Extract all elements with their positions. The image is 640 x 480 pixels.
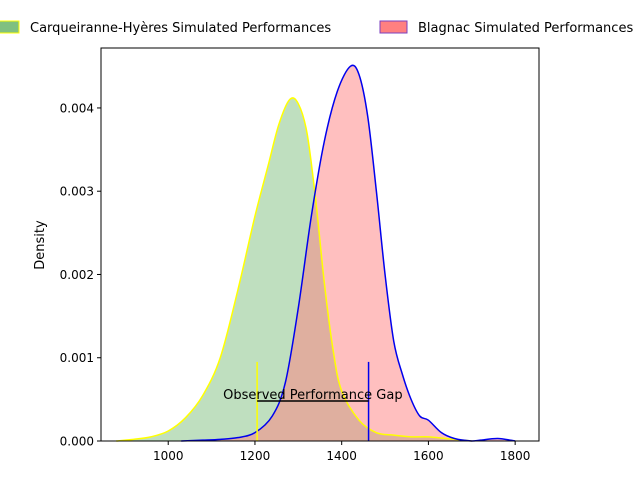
x-axis: 1000 1200 1400 1600 1800 <box>153 441 530 463</box>
density-area-carqueiranne <box>116 97 472 442</box>
density-fills <box>116 65 516 442</box>
legend-swatch-blagnac <box>379 20 408 34</box>
y-axis-label: Density <box>33 220 48 270</box>
x-tick-label: 1000 <box>153 449 184 463</box>
x-tick-label: 1800 <box>500 449 531 463</box>
legend-swatch-carqueiranne <box>0 20 20 34</box>
density-area-blagnac <box>181 65 516 441</box>
gap-annotation-label: Observed Performance Gap <box>223 388 402 403</box>
density-line-blagnac <box>181 64 516 442</box>
legend-label-carqueiranne: Carqueiranne-Hyères Simulated Performanc… <box>30 21 331 36</box>
x-tick-label: 1400 <box>326 449 357 463</box>
performance-gap-annotation: Observed Performance Gap <box>223 361 403 441</box>
y-tick-label: 0.001 <box>60 351 94 365</box>
plot-area-frame <box>100 47 540 442</box>
y-tick-label: 0.004 <box>60 101 94 115</box>
y-tick-label: 0.003 <box>60 185 94 199</box>
y-tick-label: 0.000 <box>60 435 94 449</box>
density-line-carqueiranne <box>116 97 472 442</box>
x-tick-label: 1600 <box>413 449 444 463</box>
y-tick-label: 0.002 <box>60 268 94 282</box>
legend-label-blagnac: Blagnac Simulated Performances <box>418 21 633 36</box>
legend: Carqueiranne-Hyères Simulated Performanc… <box>0 20 633 36</box>
y-axis: 0.000 0.001 0.002 0.003 0.004 <box>60 101 101 449</box>
density-lines <box>116 64 516 442</box>
x-tick-label: 1200 <box>240 449 271 463</box>
